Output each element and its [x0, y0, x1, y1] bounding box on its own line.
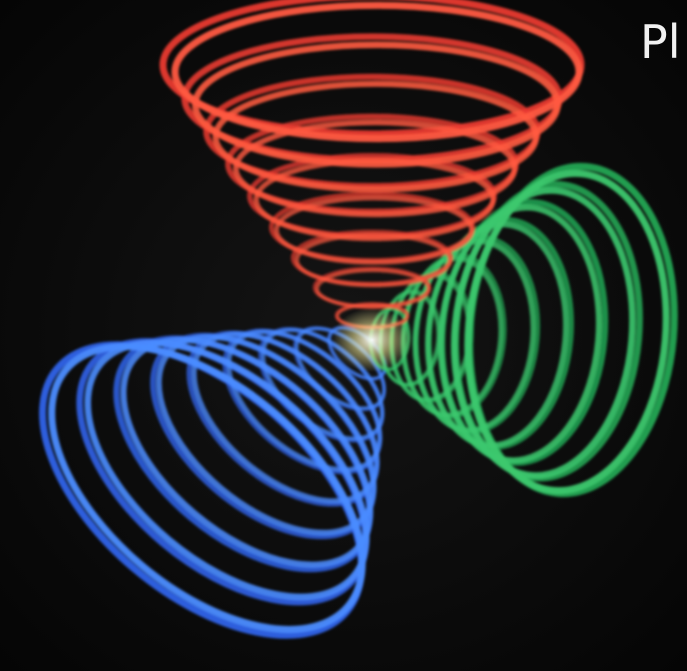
center-glow: [332, 308, 412, 372]
spiral-ring: [274, 195, 474, 265]
spiral-ring: [233, 119, 518, 218]
spiral-ring: [424, 221, 569, 449]
spiral-ring: [253, 157, 496, 242]
spiral-ring: [464, 169, 670, 495]
spiral-ring: [212, 80, 540, 193]
cover-title: Pl: [640, 15, 681, 69]
spiral-ring: [450, 187, 636, 479]
spiral-ring: [437, 204, 603, 464]
spiral-ring: [84, 339, 370, 601]
spiral-ring: [294, 232, 453, 288]
spiral-ring: [171, 1, 583, 143]
spiral-ring: [48, 343, 366, 633]
spiral-ring: [315, 268, 431, 310]
